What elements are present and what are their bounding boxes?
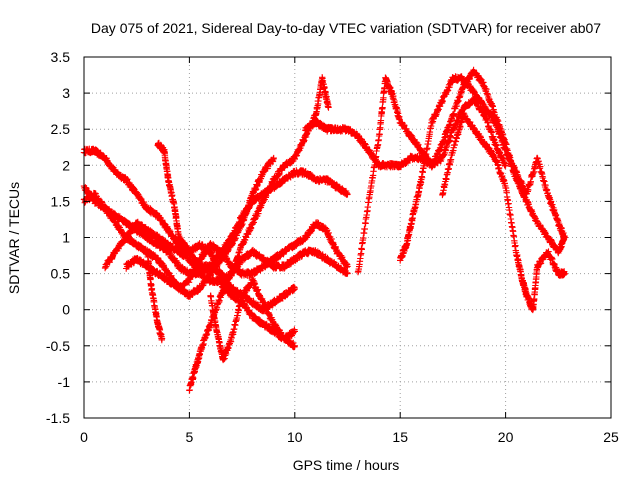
y-tick-label: 1.5 (51, 193, 71, 209)
chart-title: Day 075 of 2021, Sidereal Day-to-day VTE… (91, 20, 601, 36)
x-tick-label: 10 (287, 429, 303, 445)
y-tick-label: 1 (62, 230, 70, 246)
series-s9 (207, 275, 298, 364)
series-s5 (123, 219, 351, 294)
y-tick-label: 0.5 (51, 266, 71, 282)
x-tick-label: 5 (186, 429, 194, 445)
y-axis-label: SDTVAR / TECUs (6, 182, 22, 294)
y-tick-label: 2 (62, 157, 70, 173)
y-tick-label: -1 (58, 374, 71, 390)
series-markers (397, 73, 568, 264)
x-axis-label: GPS time / hours (293, 457, 400, 473)
series-markers (207, 275, 298, 364)
data-points (80, 66, 568, 394)
y-tick-label: 3 (62, 85, 70, 101)
series-markers (123, 219, 351, 294)
series-s13 (439, 109, 568, 314)
y-tick-label: 2.5 (51, 121, 71, 137)
y-tick-label: -0.5 (46, 338, 70, 354)
series-s7 (144, 249, 166, 344)
y-tick-label: 3.5 (51, 49, 71, 65)
series-s12 (397, 73, 568, 264)
series-markers (144, 249, 166, 344)
y-tick-label: -1.5 (46, 410, 70, 426)
series-markers (439, 109, 568, 314)
x-tick-label: 20 (498, 429, 514, 445)
x-tick-label: 25 (603, 429, 619, 445)
y-tick-label: 0 (62, 302, 70, 318)
axis-ticks: -1.5 -1 -0.5 0 0.5 1 1.5 2 2.5 3 3.5 0 5 10 15 20 25 (46, 49, 619, 445)
x-tick-label: 0 (80, 429, 88, 445)
x-tick-label: 15 (392, 429, 408, 445)
